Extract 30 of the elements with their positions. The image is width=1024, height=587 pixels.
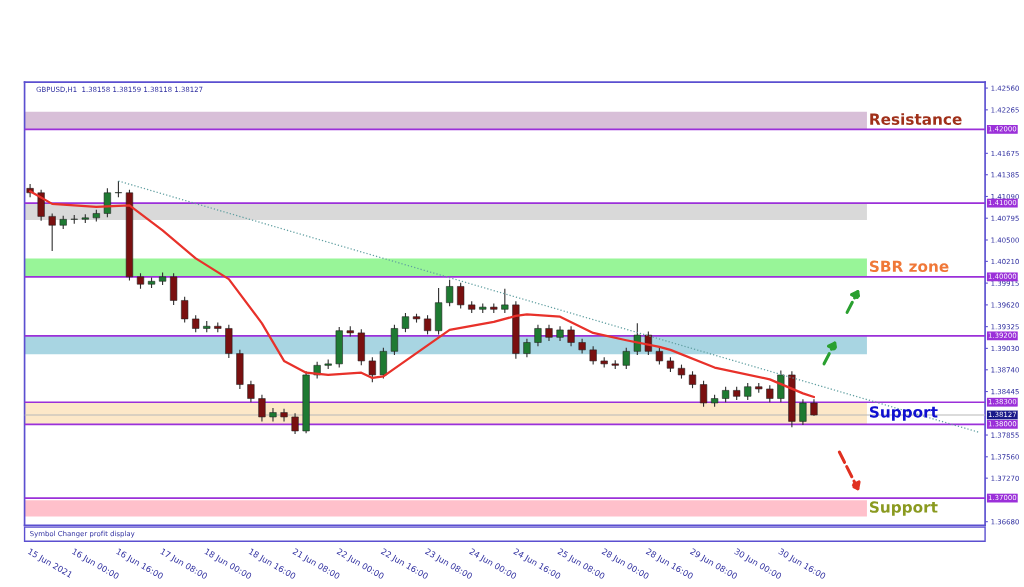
band-label: Support bbox=[869, 501, 938, 516]
candlestick bbox=[567, 325, 575, 347]
candlestick bbox=[633, 322, 641, 356]
candlestick bbox=[258, 394, 266, 422]
candlestick bbox=[379, 347, 387, 380]
candlestick bbox=[103, 187, 111, 218]
candlestick bbox=[170, 272, 178, 306]
candlestick bbox=[446, 279, 454, 307]
candlestick bbox=[48, 212, 56, 252]
candlestick bbox=[247, 380, 255, 403]
band-label: Resistance bbox=[870, 113, 962, 125]
candlestick bbox=[423, 314, 432, 335]
candlestick bbox=[390, 324, 399, 356]
candlestick bbox=[501, 288, 509, 314]
candlestick bbox=[291, 412, 299, 435]
candlestick bbox=[589, 345, 597, 366]
candlestick bbox=[534, 324, 542, 347]
band-label: SBR zone bbox=[869, 260, 949, 273]
candlestick bbox=[368, 356, 376, 383]
candlestick bbox=[699, 380, 708, 408]
candlestick bbox=[401, 312, 410, 333]
candlestick bbox=[777, 369, 785, 403]
candlestick bbox=[622, 347, 630, 370]
candlestick bbox=[523, 338, 531, 358]
candlestick bbox=[457, 282, 465, 310]
candlestick bbox=[37, 189, 45, 222]
candlestick bbox=[799, 398, 807, 426]
band-label: Support bbox=[869, 406, 938, 421]
candlestick bbox=[269, 407, 277, 422]
candlestick bbox=[181, 296, 189, 324]
